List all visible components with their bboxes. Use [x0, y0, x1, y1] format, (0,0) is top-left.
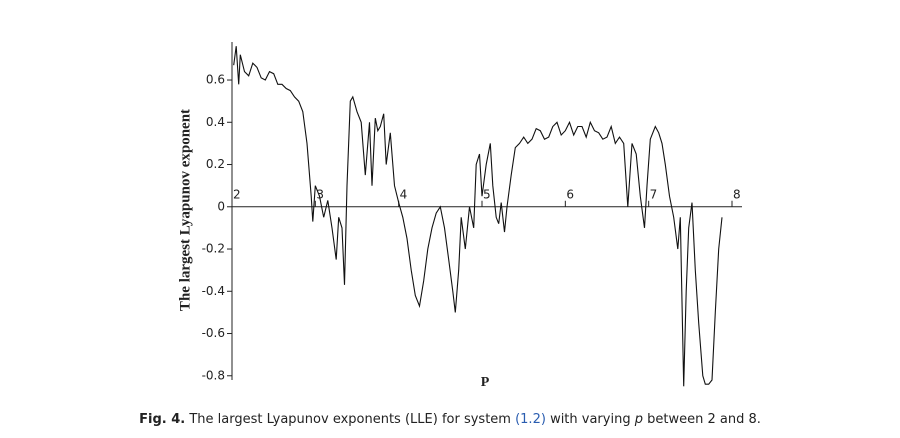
y-tick-label: 0: [217, 199, 225, 213]
x-axis-label: P: [481, 375, 490, 390]
caption: Fig. 4. The largest Lyapunov exponents (…: [0, 412, 900, 427]
x-tick-label: 4: [400, 187, 408, 201]
caption-text: between 2 and 8.: [647, 412, 761, 427]
x-tick-label: 3: [316, 187, 324, 201]
caption-label: Fig. 4.: [139, 412, 186, 427]
caption-link[interactable]: (1.2): [515, 412, 546, 427]
x-tick-label: 7: [650, 187, 658, 201]
caption-variable: p: [634, 412, 643, 427]
y-tick-label: -0.8: [202, 368, 225, 382]
y-tick-label: -0.4: [202, 284, 225, 298]
x-tick-label: 6: [566, 187, 574, 201]
caption-text: with varying: [550, 412, 631, 427]
y-tick-label: 0.6: [206, 73, 225, 87]
caption-text: The largest Lyapunov exponents (LLE) for…: [189, 412, 511, 427]
x-tick-label: 5: [483, 187, 491, 201]
y-axis-label: The largest Lyapunov exponent: [177, 109, 193, 311]
chart: The largest Lyapunov exponent P 0.6 0.4 0.…: [177, 42, 742, 390]
x-tick-label: 8: [733, 187, 741, 201]
x-tick-label: 2: [233, 187, 241, 201]
y-tick-label: -0.2: [202, 242, 225, 256]
data-line: [233, 46, 723, 387]
y-tick-label: 0.2: [206, 157, 225, 171]
y-tick-label: -0.6: [202, 326, 225, 340]
y-tick-label: 0.4: [206, 115, 225, 129]
